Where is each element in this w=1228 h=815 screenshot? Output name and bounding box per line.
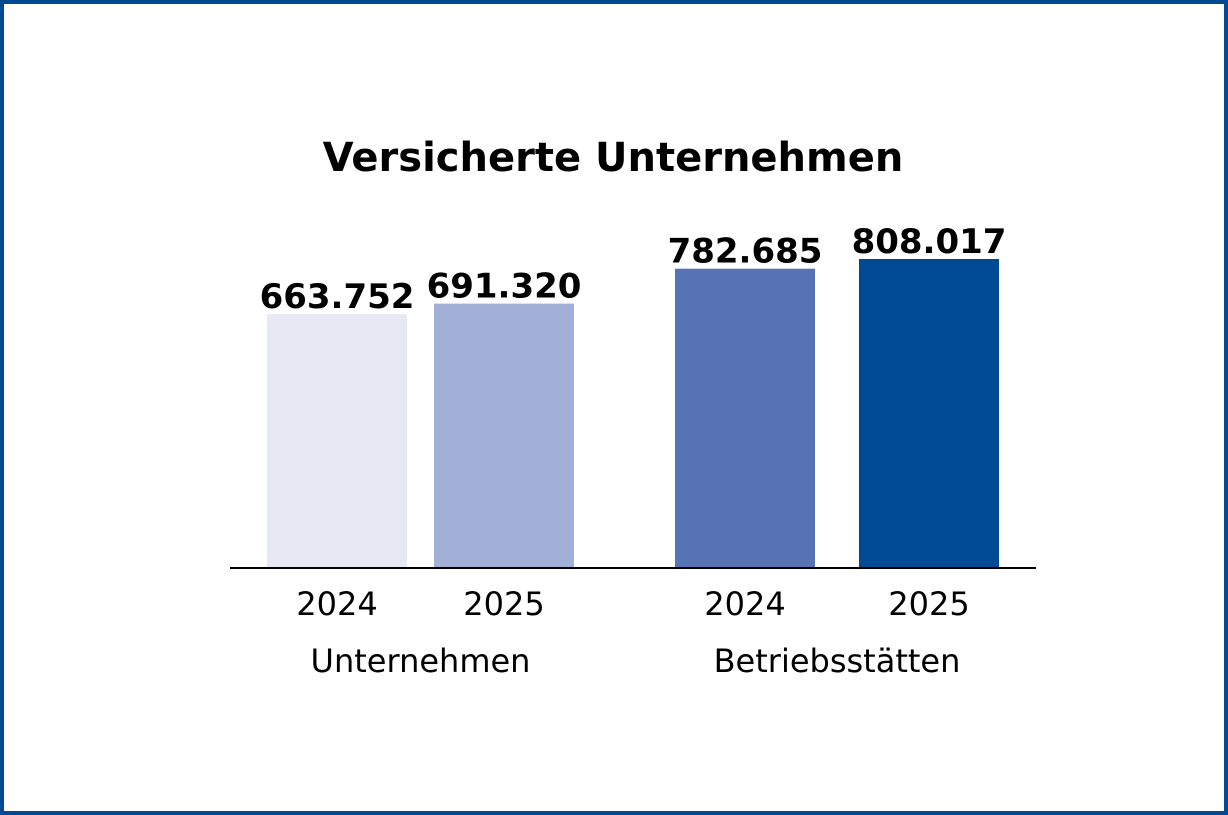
labels-layer: 663.752 2024 691.320 2025 782.685 2024 808.017… [260,222,1007,680]
chart-title: Versicherte Unternehmen [323,135,904,181]
tick-label-unternehmen-2024: 2024 [296,585,377,623]
tick-label-betriebsstätten-2025: 2025 [888,585,969,623]
data-label-unternehmen-2024: 663.752 [260,277,415,317]
tick-label-unternehmen-2025: 2025 [463,585,544,623]
data-label-unternehmen-2025: 691.320 [427,267,582,307]
bar-unternehmen-2024 [267,314,407,568]
group-label-unternehmen: Unternehmen [311,642,531,680]
group-label-betriebsstätten: Betriebsstätten [714,642,961,680]
bar-betriebsstätten-2025 [859,259,999,568]
bar-betriebsstätten-2024 [675,268,815,568]
data-label-betriebsstätten-2025: 808.017 [852,222,1007,262]
data-label-betriebsstätten-2024: 782.685 [668,232,823,272]
bar-unternehmen-2025 [434,303,574,568]
tick-label-betriebsstätten-2024: 2024 [704,585,785,623]
bars-layer [267,259,999,568]
